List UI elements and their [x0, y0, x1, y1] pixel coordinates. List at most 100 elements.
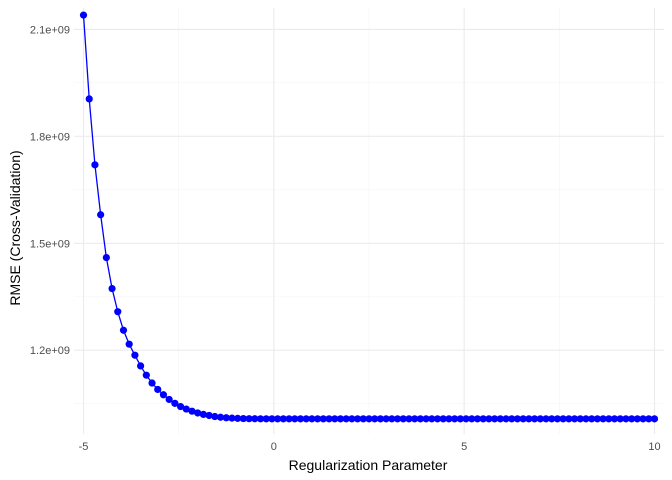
- data-point: [325, 415, 333, 423]
- data-point: [628, 415, 636, 423]
- data-point: [468, 415, 476, 423]
- data-point: [605, 415, 613, 423]
- data-point: [382, 415, 390, 423]
- data-point: [536, 415, 544, 423]
- data-point: [508, 415, 516, 423]
- data-point: [302, 415, 310, 423]
- data-point: [371, 415, 379, 423]
- data-point: [639, 415, 647, 423]
- data-point: [365, 415, 373, 423]
- grid: [74, 8, 664, 434]
- data-point: [216, 413, 225, 421]
- y-tick-label: 2.1e+09: [30, 24, 70, 36]
- data-point: [525, 415, 533, 423]
- data-point: [228, 414, 236, 422]
- data-point: [108, 284, 116, 293]
- data-point: [588, 415, 596, 423]
- y-axis-ticks: 1.2e+09 1.5e+09 1.8e+09 2.1e+09: [30, 24, 70, 357]
- series-points-layer: [79, 11, 659, 423]
- data-point: [502, 415, 510, 423]
- data-point: [331, 415, 339, 423]
- y-tick-label: 1.5e+09: [30, 238, 70, 250]
- data-point: [171, 399, 179, 407]
- data-point: [388, 415, 396, 423]
- data-point: [194, 409, 202, 417]
- data-point: [353, 415, 362, 423]
- data-point: [348, 415, 356, 423]
- data-point: [582, 415, 590, 423]
- data-point: [473, 415, 482, 423]
- data-point: [114, 308, 122, 316]
- data-point: [131, 351, 139, 359]
- data-point: [599, 415, 607, 423]
- data-point: [256, 415, 265, 423]
- data-point: [222, 414, 230, 422]
- data-point: [102, 253, 110, 262]
- data-point: [496, 415, 504, 423]
- data-point: [428, 415, 436, 423]
- data-point: [234, 414, 242, 422]
- data-point: [622, 415, 630, 423]
- y-tick-label: 1.8e+09: [30, 131, 70, 143]
- data-point: [650, 415, 659, 423]
- data-point: [393, 415, 402, 423]
- data-point: [97, 211, 105, 219]
- data-point: [593, 415, 601, 423]
- data-point: [79, 11, 88, 19]
- data-point: [205, 411, 213, 420]
- data-point: [182, 405, 190, 413]
- data-point: [176, 402, 185, 411]
- data-point: [279, 415, 287, 423]
- x-axis-ticks: -5 0 5 10: [79, 441, 661, 453]
- data-point: [85, 95, 93, 103]
- data-point: [211, 412, 219, 421]
- data-point: [462, 415, 470, 423]
- data-point: [245, 415, 253, 423]
- data-point: [542, 415, 550, 423]
- data-point: [142, 371, 150, 379]
- x-tick-label: 10: [648, 441, 660, 453]
- data-point: [359, 415, 367, 423]
- data-point: [616, 415, 624, 423]
- data-point: [262, 415, 270, 423]
- x-tick-label: -5: [79, 441, 89, 453]
- data-point: [645, 415, 653, 423]
- data-point: [342, 415, 350, 423]
- data-point: [553, 415, 562, 423]
- data-point: [559, 415, 567, 423]
- x-tick-label: 5: [461, 441, 467, 453]
- data-point: [148, 379, 156, 387]
- data-point: [610, 415, 619, 423]
- data-point: [519, 415, 527, 423]
- data-point: [91, 161, 99, 169]
- data-point: [137, 362, 145, 370]
- data-point: [399, 415, 407, 423]
- data-point: [308, 415, 316, 423]
- data-point: [479, 415, 487, 423]
- data-point: [285, 415, 293, 423]
- data-point: [513, 415, 522, 423]
- data-point: [411, 415, 419, 423]
- data-point: [251, 415, 259, 423]
- data-point: [376, 415, 385, 423]
- data-point: [159, 391, 168, 399]
- data-point: [154, 385, 162, 394]
- data-point: [416, 415, 424, 423]
- data-point: [188, 407, 196, 415]
- data-point: [485, 415, 493, 423]
- data-point: [548, 415, 556, 423]
- y-tick-label: 1.2e+09: [30, 345, 70, 357]
- data-point: [296, 415, 305, 423]
- data-point: [199, 410, 208, 418]
- x-tick-label: 0: [271, 441, 277, 453]
- data-point: [274, 415, 282, 423]
- data-point: [268, 415, 276, 423]
- data-point: [456, 415, 464, 423]
- data-point: [239, 414, 247, 423]
- data-point: [405, 415, 413, 423]
- y-axis-title: RMSE (Cross-Validation): [7, 150, 23, 305]
- data-point: [422, 415, 430, 423]
- data-point: [445, 415, 453, 423]
- data-point: [125, 340, 133, 348]
